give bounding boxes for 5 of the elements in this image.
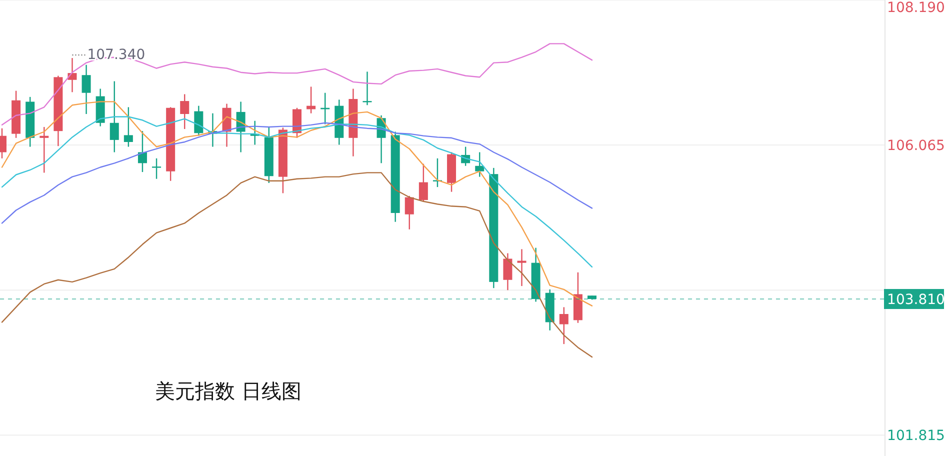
text: 美元指数 日线图 [155, 379, 302, 403]
ref-line-label: 103.810 [887, 292, 945, 308]
y-tick-label: 108.190 [887, 0, 945, 16]
y-tick-label: 101.815 [887, 428, 945, 444]
y-tick-label: 106.065 [887, 138, 945, 154]
